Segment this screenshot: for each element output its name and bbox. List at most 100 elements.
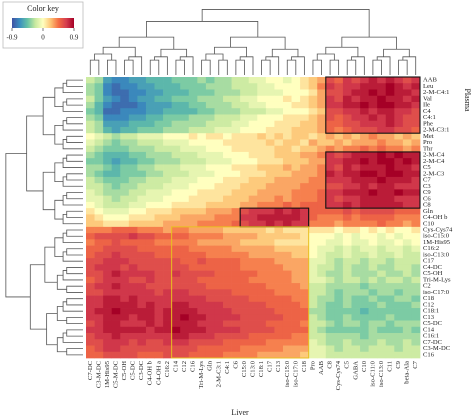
heatmap-cell <box>385 258 395 265</box>
heatmap-cell <box>240 289 250 296</box>
heatmap-cell <box>360 208 369 215</box>
heatmap-cell <box>180 133 190 140</box>
heatmap-cell <box>188 295 198 303</box>
heatmap-cell <box>248 83 258 90</box>
heatmap-cell <box>231 176 241 184</box>
heatmap-cell <box>248 89 258 97</box>
heatmap-cell <box>368 126 378 134</box>
heatmap-cell <box>317 83 327 90</box>
heatmap-cell <box>411 258 421 265</box>
key-tick-label: -0.9 <box>6 34 18 42</box>
heatmap-cell <box>385 276 395 284</box>
heatmap-cell <box>171 270 181 278</box>
heatmap-cell <box>197 320 207 328</box>
heatmap-cell <box>300 276 310 284</box>
heatmap-cell <box>197 77 207 84</box>
heatmap-cell <box>368 77 378 84</box>
heatmap-cell <box>163 176 172 184</box>
heatmap-cell <box>197 226 207 234</box>
heatmap-cell <box>377 320 387 328</box>
heatmap-cell <box>402 89 412 97</box>
dendrograms <box>5 9 417 356</box>
heatmap-cell <box>360 251 369 259</box>
heatmap-cell <box>145 164 155 172</box>
heatmap-cell <box>154 195 164 203</box>
heatmap-cell <box>205 220 215 228</box>
heatmap-cell <box>214 189 224 196</box>
heatmap-cell <box>180 333 190 340</box>
heatmap-cell <box>214 339 224 346</box>
heatmap-cell <box>394 201 404 209</box>
heatmap-cell <box>411 289 421 296</box>
heatmap-cell <box>308 201 318 209</box>
heatmap-cell <box>223 270 232 278</box>
heatmap-cell <box>197 351 207 359</box>
heatmap-cell <box>197 83 207 90</box>
heatmap-cell <box>120 108 130 115</box>
dendrogram-branch <box>175 59 185 75</box>
heatmap-cell <box>360 133 369 140</box>
column-label: C17 <box>267 360 274 372</box>
heatmap-cell <box>214 158 224 165</box>
heatmap-cell <box>411 351 421 359</box>
heatmap-cell <box>402 326 412 334</box>
heatmap-cell <box>308 133 318 140</box>
heatmap-cell <box>377 351 387 359</box>
heatmap-cell <box>282 83 292 90</box>
heatmap-cell <box>274 164 284 172</box>
heatmap-cell <box>223 189 232 196</box>
heatmap-cell <box>103 151 113 159</box>
heatmap-cell <box>377 108 387 115</box>
heatmap-cell <box>231 183 241 190</box>
heatmap-cell <box>145 333 155 340</box>
heatmap-cell <box>402 95 412 103</box>
heatmap-cell <box>205 214 215 221</box>
heatmap-cell <box>180 239 190 246</box>
heatmap-cell <box>231 320 241 328</box>
heatmap-cell <box>188 326 198 334</box>
heatmap-cell <box>154 120 164 128</box>
heatmap-cell <box>188 95 198 103</box>
heatmap-cell <box>231 289 241 296</box>
heatmap-cell <box>94 239 104 246</box>
heatmap-cell <box>197 289 207 296</box>
heatmap-cell <box>240 264 250 271</box>
heatmap-cell <box>368 195 378 203</box>
dendrogram-branch <box>66 210 83 218</box>
heatmap-cell <box>197 276 207 284</box>
heatmap-cell <box>171 139 181 147</box>
heatmap-cell <box>145 258 155 265</box>
heatmap-cell <box>248 108 258 115</box>
heatmap-cell <box>111 220 121 228</box>
heatmap-cell <box>265 351 275 359</box>
heatmap-cell <box>291 114 301 122</box>
row-label: C3-M-DC <box>423 345 451 352</box>
dendrogram-branch <box>54 124 64 145</box>
heatmap-cell <box>248 189 258 196</box>
heatmap-cell <box>120 301 130 309</box>
heatmap-cell <box>394 95 404 103</box>
heatmap-cell <box>385 183 395 190</box>
heatmap-cell <box>385 339 395 346</box>
heatmap-cell <box>103 339 113 346</box>
heatmap-cell <box>377 276 387 284</box>
heatmap-cell <box>248 301 258 309</box>
dendrogram-branch <box>56 274 67 290</box>
heatmap-cell <box>163 83 172 90</box>
heatmap-cell <box>300 126 310 134</box>
heatmap-cell <box>137 351 147 359</box>
heatmap-cell <box>282 126 292 134</box>
heatmap-cell <box>248 233 258 240</box>
heatmap-cell <box>342 195 352 203</box>
heatmap-cell <box>231 189 241 196</box>
heatmap-cell <box>128 95 138 103</box>
heatmap-cell <box>154 170 164 178</box>
heatmap-cell <box>128 333 138 340</box>
heatmap-cell <box>128 164 138 172</box>
heatmap-cell <box>111 289 121 296</box>
heatmap-cell <box>334 289 344 296</box>
heatmap-cell <box>385 133 395 140</box>
heatmap-cell <box>205 183 215 190</box>
heatmap-cell <box>342 264 352 271</box>
heatmap-cell <box>188 120 198 128</box>
